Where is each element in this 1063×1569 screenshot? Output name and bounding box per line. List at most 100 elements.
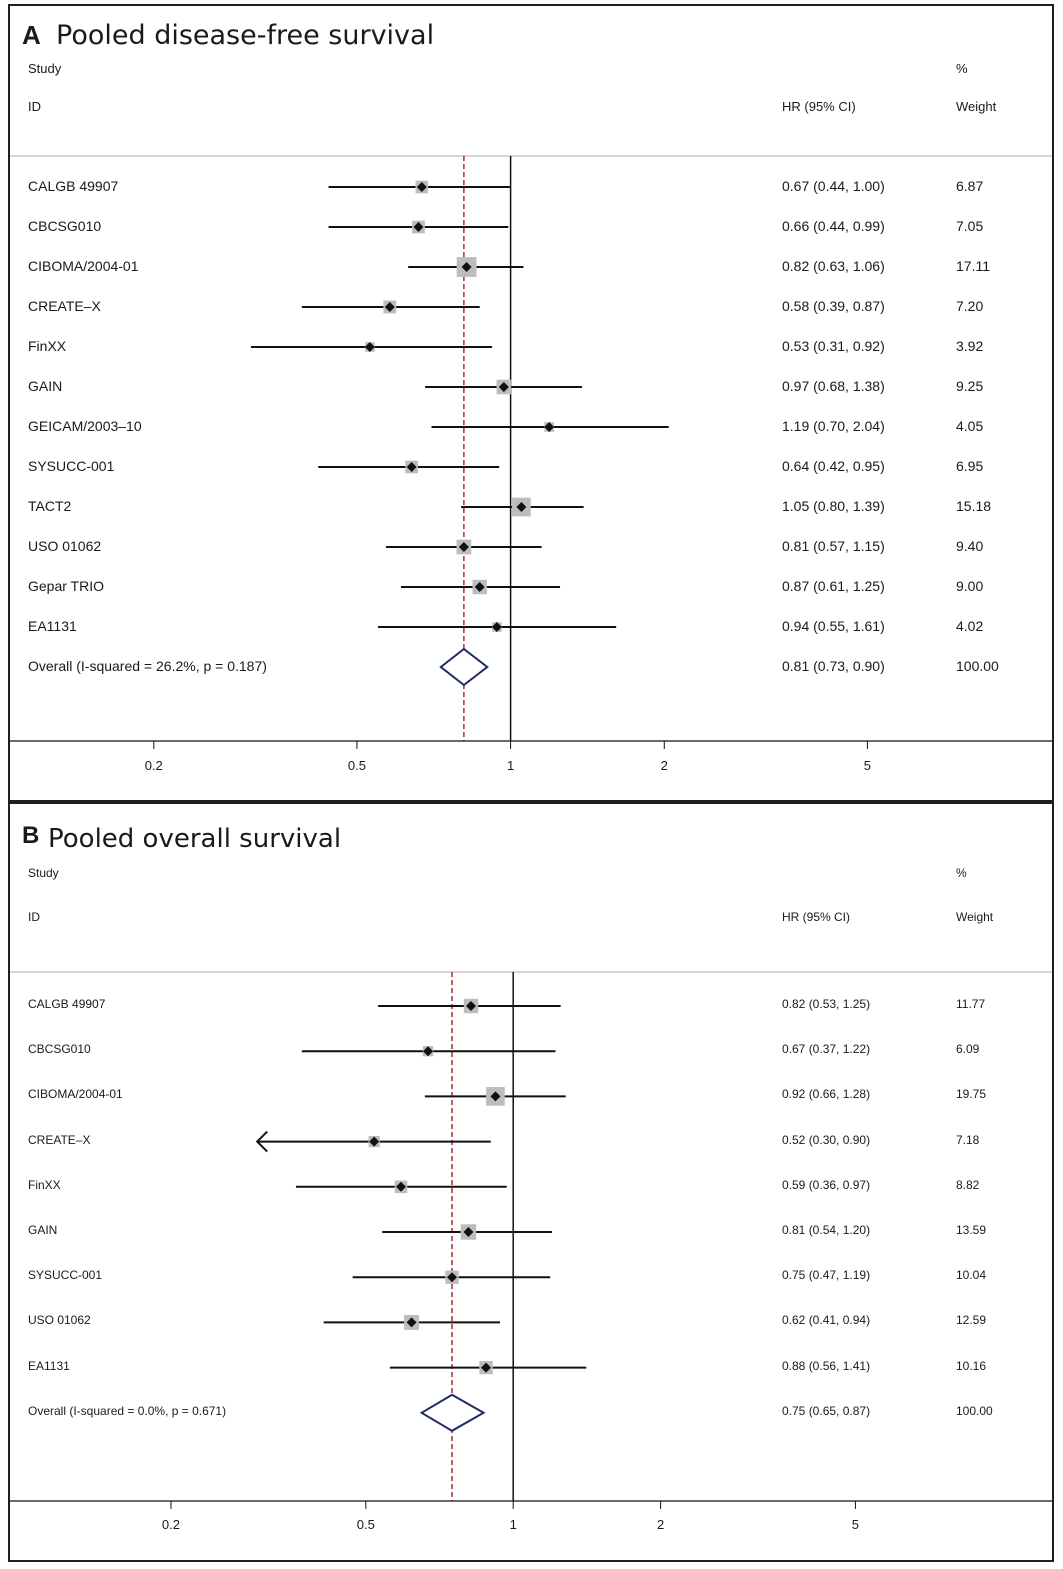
weight-value: 10.04 — [956, 1268, 987, 1283]
hr-ci-value: 0.64 (0.42, 0.95) — [782, 458, 885, 474]
overall-hr-ci: 0.81 (0.73, 0.90) — [782, 658, 885, 674]
study-name: CREATE–X — [28, 1132, 91, 1147]
hr-ci-value: 0.67 (0.44, 1.00) — [782, 178, 885, 194]
study-name: GEICAM/2003–10 — [28, 418, 142, 434]
study-name: FinXX — [28, 338, 67, 354]
point-estimate — [481, 1362, 492, 1373]
weight-value: 6.87 — [956, 178, 984, 194]
header-weight: Weight — [956, 910, 994, 924]
x-tick-label: 2 — [656, 1517, 665, 1532]
hr-ci-value: 0.67 (0.37, 1.22) — [782, 1042, 871, 1057]
study-name: Gepar TRIO — [28, 578, 104, 594]
point-estimate — [406, 1317, 417, 1328]
x-tick-label: 0.2 — [161, 1517, 180, 1532]
weight-value: 6.95 — [956, 458, 984, 474]
point-estimate — [491, 622, 502, 632]
hr-ci-value: 0.62 (0.41, 0.94) — [782, 1313, 871, 1328]
point-estimate — [423, 1046, 434, 1057]
weight-value: 6.09 — [956, 1042, 980, 1057]
header-study: Study — [28, 61, 62, 76]
point-estimate — [474, 582, 485, 592]
point-estimate — [364, 342, 375, 352]
study-name: CALGB 49907 — [28, 997, 106, 1011]
hr-ci-value: 0.92 (0.66, 1.28) — [782, 1087, 871, 1102]
study-name: GAIN — [28, 378, 63, 394]
study-name: SYSUCC-001 — [28, 458, 115, 474]
point-estimate — [413, 222, 424, 232]
weight-value: 3.92 — [956, 338, 984, 354]
panel-title: Pooled disease-free survival — [56, 20, 435, 51]
study-name: FinXX — [28, 1177, 61, 1192]
hr-ci-value: 0.53 (0.31, 0.92) — [782, 338, 885, 354]
forest-plot-canvas — [10, 155, 1052, 749]
x-tick-label: 5 — [851, 1517, 860, 1532]
x-tick-label: 0.5 — [356, 1517, 375, 1532]
panel-letter: B — [22, 822, 40, 849]
hr-ci-value: 0.97 (0.68, 1.38) — [782, 378, 885, 394]
header-pct: % — [956, 61, 968, 76]
study-name: CREATE–X — [28, 298, 101, 314]
weight-value: 17.11 — [956, 258, 990, 274]
weight-value: 10.16 — [956, 1358, 987, 1373]
point-estimate — [369, 1136, 380, 1147]
hr-ci-value: 0.75 (0.47, 1.19) — [782, 1268, 871, 1283]
weight-value: 9.25 — [956, 378, 984, 394]
x-tick-label: 1 — [509, 1517, 517, 1532]
point-estimate — [416, 182, 427, 192]
hr-ci-value: 1.05 (0.80, 1.39) — [782, 498, 885, 514]
study-name: CBCSG010 — [28, 1042, 91, 1057]
hr-ci-value: 0.82 (0.53, 1.25) — [782, 997, 871, 1011]
header-weight: Weight — [956, 99, 997, 114]
study-name: TACT2 — [28, 498, 72, 514]
header-pct: % — [956, 866, 967, 880]
forest-plot-os: B Pooled overall survival Study ID HR (95% C… — [8, 802, 1054, 1562]
x-tick-label: 1 — [506, 758, 515, 773]
study-name: CIBOMA/2004-01 — [28, 258, 139, 274]
point-estimate — [447, 1272, 458, 1283]
hr-ci-value: 0.88 (0.56, 1.41) — [782, 1358, 871, 1373]
study-name: GAIN — [28, 1223, 58, 1237]
overall-diamond — [419, 1393, 486, 1432]
header-hr: HR (95% CI) — [782, 99, 856, 114]
forest-plot-canvas — [10, 971, 1052, 1509]
study-name: EA1131 — [28, 618, 77, 634]
weight-value: 19.75 — [956, 1087, 987, 1102]
hr-ci-value: 0.81 (0.57, 1.15) — [782, 538, 885, 554]
hr-ci-value: 0.58 (0.39, 0.87) — [782, 298, 885, 314]
point-estimate — [490, 1091, 501, 1102]
point-estimate — [461, 262, 472, 272]
study-name: USO 01062 — [28, 1313, 91, 1328]
header-id: ID — [28, 99, 41, 114]
hr-ci-value: 0.82 (0.63, 1.06) — [782, 258, 885, 274]
ci-arrow — [255, 1130, 268, 1153]
x-tick-label: 0.5 — [347, 758, 366, 773]
point-estimate — [466, 1001, 477, 1011]
point-estimate — [498, 382, 509, 392]
header-hr: HR (95% CI) — [782, 910, 851, 924]
hr-ci-value: 0.66 (0.44, 0.99) — [782, 218, 885, 234]
overall-hr-ci: 0.75 (0.65, 0.87) — [782, 1403, 871, 1418]
overall-weight: 100.00 — [956, 1403, 993, 1418]
hr-ci-value: 1.19 (0.70, 2.04) — [782, 418, 885, 434]
x-tick-label: 2 — [660, 758, 668, 773]
hr-ci-value: 0.94 (0.55, 1.61) — [782, 618, 885, 634]
point-estimate — [458, 542, 469, 552]
weight-value: 15.18 — [956, 498, 992, 514]
hr-ci-value: 0.87 (0.61, 1.25) — [782, 578, 885, 594]
weight-value: 13.59 — [956, 1223, 987, 1237]
study-name: EA1131 — [28, 1358, 70, 1373]
study-name: CIBOMA/2004-01 — [28, 1087, 123, 1102]
study-name: CBCSG010 — [28, 218, 102, 234]
weight-value: 12.59 — [956, 1313, 987, 1328]
weight-value: 4.05 — [956, 418, 984, 434]
weight-value: 11.77 — [956, 997, 986, 1011]
point-estimate — [396, 1181, 407, 1192]
x-tick-label: 0.2 — [144, 758, 163, 773]
weight-value: 4.02 — [956, 618, 984, 634]
overall-label: Overall (I-squared = 26.2%, p = 0.187) — [28, 658, 267, 674]
weight-value: 7.20 — [956, 298, 984, 314]
point-estimate — [544, 422, 555, 432]
overall-label: Overall (I-squared = 0.0%, p = 0.671) — [28, 1403, 227, 1418]
study-name: CALGB 49907 — [28, 178, 119, 194]
weight-value: 7.18 — [956, 1132, 980, 1147]
